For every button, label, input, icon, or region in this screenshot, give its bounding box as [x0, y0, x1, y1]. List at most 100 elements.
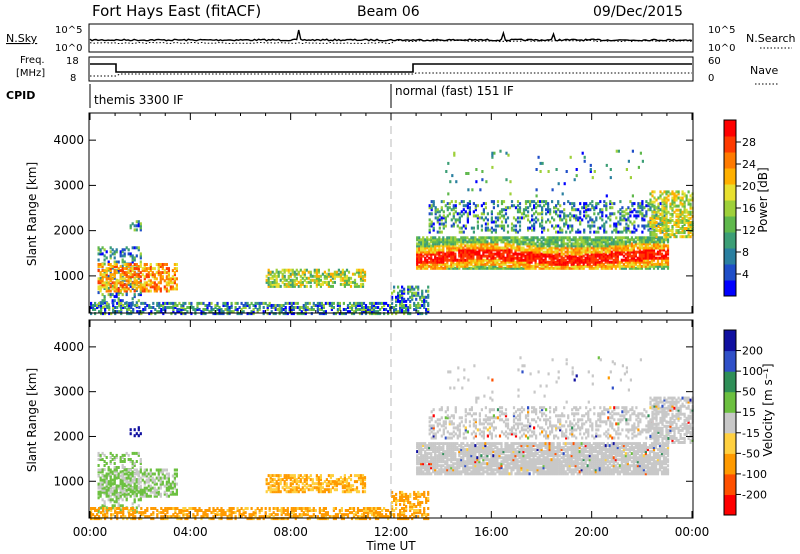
data-cell	[428, 222, 431, 226]
data-cell	[592, 242, 595, 246]
data-cell	[538, 252, 541, 256]
data-cell	[554, 246, 557, 250]
data-cell	[97, 265, 100, 268]
data-cell	[159, 478, 162, 482]
data-cell	[504, 248, 507, 252]
data-cell	[615, 216, 618, 220]
data-cell	[407, 289, 410, 293]
data-cell	[598, 238, 601, 242]
data-cell	[121, 260, 124, 264]
data-cell	[598, 244, 601, 248]
data-cell	[425, 308, 428, 311]
data-cell	[608, 256, 611, 260]
data-cell	[460, 260, 463, 264]
data-cell	[689, 227, 692, 230]
data-cell	[125, 490, 128, 494]
data-cell	[269, 270, 272, 274]
data-cell	[248, 306, 251, 309]
data-cell	[317, 282, 320, 286]
data-cell	[278, 312, 281, 316]
data-cell	[683, 200, 686, 204]
data-cell	[113, 250, 116, 254]
data-cell	[134, 509, 137, 512]
data-cell	[669, 218, 672, 222]
data-cell	[610, 256, 613, 260]
data-cell	[574, 254, 577, 258]
data-cell	[121, 470, 124, 474]
data-cell	[111, 266, 114, 270]
data-cell	[438, 236, 441, 240]
data-cell	[673, 204, 676, 208]
data-cell	[458, 212, 461, 216]
data-cell	[149, 289, 152, 293]
data-cell	[460, 258, 463, 262]
data-cell	[120, 308, 123, 311]
data-cell	[675, 208, 678, 212]
data-cell	[646, 246, 649, 250]
data-cell	[534, 244, 537, 248]
data-cell	[399, 310, 402, 314]
colorbar-swatch	[724, 280, 736, 297]
data-cell	[129, 273, 132, 277]
data-cell	[105, 472, 108, 476]
data-cell	[401, 301, 404, 305]
data-cell	[157, 474, 160, 478]
data-cell	[252, 310, 255, 314]
data-cell	[652, 248, 656, 252]
data-cell	[671, 218, 674, 222]
data-cell	[550, 256, 553, 260]
data-cell	[325, 272, 328, 276]
data-cell	[646, 240, 649, 244]
data-cell	[476, 258, 479, 262]
data-cell	[153, 287, 156, 291]
data-cell	[624, 242, 627, 246]
data-cell	[526, 258, 529, 262]
data-cell	[606, 256, 609, 260]
data-cell	[438, 240, 441, 244]
data-cell	[92, 507, 95, 510]
data-cell	[178, 310, 181, 314]
data-cell	[361, 274, 365, 278]
data-cell	[664, 250, 668, 254]
data-cell	[524, 250, 527, 254]
data-cell	[663, 235, 666, 239]
data-cell	[121, 254, 124, 258]
y-tick-label: 2000	[53, 224, 84, 238]
data-cell	[633, 214, 636, 218]
data-cell	[548, 236, 551, 240]
data-cell	[149, 265, 152, 268]
data-cell	[528, 256, 531, 260]
data-cell	[646, 264, 649, 268]
data-cell	[543, 226, 546, 230]
data-cell	[399, 295, 402, 299]
data-cell	[117, 281, 120, 285]
data-cell	[608, 254, 611, 258]
data-cell	[642, 250, 645, 254]
data-cell	[548, 242, 551, 246]
data-cell	[393, 306, 396, 309]
data-cell	[591, 200, 594, 204]
data-cell	[530, 240, 533, 244]
data-cell	[649, 202, 652, 206]
data-cell	[115, 265, 118, 268]
data-cell	[354, 308, 358, 311]
data-cell	[131, 275, 134, 279]
data-cell	[416, 262, 419, 266]
data-cell	[553, 218, 556, 222]
data-cell	[562, 256, 565, 260]
data-cell	[527, 226, 530, 230]
data-cell	[107, 466, 110, 469]
data-cell	[155, 488, 158, 492]
data-cell	[598, 236, 601, 240]
data-cell	[113, 466, 116, 469]
data-cell	[482, 208, 485, 212]
data-cell	[137, 428, 140, 432]
data-cell	[115, 496, 118, 500]
data-cell	[130, 312, 133, 316]
data-cell	[103, 295, 106, 299]
data-cell	[258, 306, 261, 309]
data-cell	[572, 266, 575, 270]
data-cell	[600, 252, 603, 256]
data-cell	[466, 250, 469, 254]
data-cell	[560, 236, 563, 240]
